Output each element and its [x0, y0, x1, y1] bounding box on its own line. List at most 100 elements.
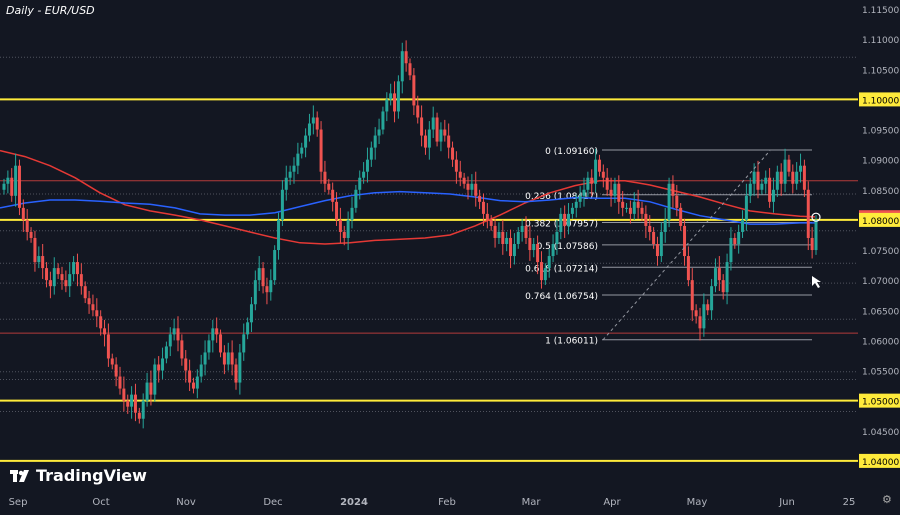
candle-body — [748, 183, 752, 196]
candle-body — [68, 274, 72, 287]
candle-body — [698, 316, 702, 329]
candle-body — [547, 256, 551, 269]
candle-body — [288, 171, 292, 178]
candle-body — [567, 213, 571, 226]
candle-body — [141, 400, 145, 419]
candle-body — [311, 117, 315, 124]
time-tick-label: 2024 — [340, 497, 368, 508]
key-level-label: 1.10000 — [862, 96, 899, 106]
candle-body — [122, 388, 126, 401]
candle-body — [447, 135, 451, 148]
candle-body — [721, 280, 725, 293]
candle-body — [365, 159, 369, 172]
candle-body — [563, 213, 567, 226]
candle-body — [760, 183, 764, 190]
fibonacci-retracement: 0 (1.09160)0.236 (1.08417)0.382 (1.07957… — [525, 147, 812, 347]
candle-body — [362, 171, 366, 178]
price-tick-label: 1.06000 — [862, 337, 899, 347]
candle-body — [393, 93, 397, 112]
candle-body — [609, 189, 613, 196]
candle-body — [787, 159, 791, 172]
candle-body — [799, 165, 803, 172]
candle-body — [423, 135, 427, 148]
candle-body — [636, 201, 640, 208]
candle-body — [226, 352, 230, 365]
candle-body — [230, 352, 234, 365]
candle-body — [493, 225, 497, 238]
candle-body — [536, 244, 540, 263]
candle-body — [717, 268, 721, 281]
candle-body — [814, 219, 818, 251]
candle-body — [75, 262, 79, 275]
candle-body — [307, 123, 311, 136]
candle-body — [648, 225, 652, 232]
candle-body — [315, 117, 319, 130]
candle-body — [10, 177, 14, 196]
candle-body — [64, 280, 68, 287]
candle-body — [246, 322, 250, 335]
candle-body — [520, 225, 524, 232]
candle-body — [725, 262, 729, 293]
candle-body — [157, 364, 161, 371]
candle-body — [381, 111, 385, 130]
price-axis: 1.11500 1.11000 1.10500 1.10000 1.09500 1.090… — [859, 6, 900, 468]
price-tick-label: 1.06500 — [862, 307, 899, 317]
candle-body — [41, 256, 45, 269]
candle-body — [671, 183, 675, 196]
candle-body — [655, 244, 659, 257]
chart-title: Daily - EUR/USD — [6, 4, 95, 17]
candle-body — [582, 189, 586, 196]
candle-body — [543, 268, 547, 281]
candle-body — [551, 244, 555, 257]
candle-body — [628, 207, 632, 214]
candle-body — [257, 268, 261, 281]
sma-blue-line — [0, 190, 815, 225]
candle-body — [597, 159, 601, 172]
candle-body — [95, 310, 99, 317]
candle-body — [810, 237, 814, 251]
time-tick-label: Oct — [92, 497, 109, 508]
candle-body — [161, 358, 165, 371]
candle-body — [679, 207, 683, 226]
candle-body — [435, 117, 439, 142]
candle-body — [45, 268, 49, 281]
candle-body — [184, 358, 188, 371]
tradingview-logo-icon — [10, 469, 29, 482]
candle-body — [25, 219, 29, 232]
candle-body — [91, 304, 95, 311]
candle-body — [713, 268, 717, 287]
candle-body — [188, 370, 192, 383]
candle-body — [21, 207, 25, 220]
candle-body — [33, 237, 37, 263]
candle-body — [694, 310, 698, 317]
time-tick-label: Dec — [263, 497, 282, 508]
candle-body — [474, 183, 478, 196]
candle-body — [168, 334, 172, 347]
candle-body — [706, 304, 710, 311]
candle-body — [594, 159, 598, 184]
candle-body — [625, 207, 629, 209]
candle-body — [485, 213, 489, 220]
candle-body — [300, 147, 304, 154]
candle-body — [323, 171, 327, 184]
candle-body — [249, 304, 253, 323]
candle-body — [37, 256, 41, 263]
candle-body — [443, 129, 447, 136]
candle-body — [779, 171, 783, 184]
candle-body — [501, 231, 505, 244]
price-tick-label: 1.10500 — [862, 66, 899, 76]
candle-body — [458, 171, 462, 178]
candle-body — [512, 244, 516, 257]
candle-body — [702, 304, 706, 329]
candle-body — [802, 165, 806, 190]
candle-body — [404, 51, 408, 64]
candle-body — [644, 213, 648, 226]
gear-icon[interactable]: ⚙ — [882, 493, 892, 506]
fib-level-label: 0.5 (1.07586) — [537, 242, 598, 252]
candle-body — [180, 340, 184, 359]
candle-body — [153, 364, 157, 395]
candle-body — [48, 280, 52, 287]
candle-body — [126, 400, 130, 407]
